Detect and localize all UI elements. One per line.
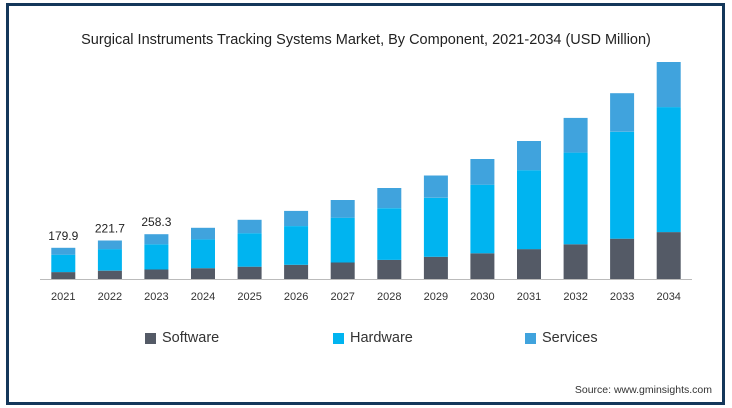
bar-services-2030 [470, 159, 495, 185]
legend-item-software: Software [145, 330, 219, 346]
bar-hardware-2028 [377, 208, 402, 260]
data-label-2023: 258.3 [141, 215, 171, 229]
bar-services-2025 [237, 219, 262, 234]
bar-software-2024 [191, 268, 215, 279]
bar-software-2027 [330, 262, 355, 279]
legend-item-hardware: Hardware [333, 330, 413, 346]
x-tick-label-2022: 2022 [98, 291, 122, 303]
x-tick-label-2033: 2033 [610, 291, 634, 303]
data-label-2021: 179.9 [48, 229, 78, 243]
bar-hardware-2033 [610, 131, 635, 239]
chart-legend: Software Hardware Services [0, 330, 732, 352]
bar-software-2033 [610, 238, 635, 279]
bar-software-2028 [377, 259, 402, 279]
bar-services-2029 [423, 175, 448, 198]
x-tick-label-2032: 2032 [563, 291, 587, 303]
bar-services-2033 [610, 93, 635, 132]
legend-swatch-hardware [333, 332, 344, 344]
bar-software-2032 [563, 244, 588, 279]
bar-hardware-2025 [237, 233, 262, 267]
bar-services-2031 [517, 141, 541, 171]
bar-software-2022 [97, 270, 122, 279]
legend-label-services: Services [542, 330, 598, 346]
bar-hardware-2021 [51, 254, 76, 273]
legend-item-services: Services [525, 330, 598, 346]
bar-software-2030 [470, 253, 495, 279]
legend-label-software: Software [162, 330, 220, 346]
bar-software-2034 [656, 232, 681, 279]
bar-hardware-2031 [517, 170, 541, 250]
source-note: Source: www.gminsights.com [574, 384, 712, 396]
bar-software-2025 [237, 266, 262, 279]
x-tick-label-2023: 2023 [144, 291, 168, 303]
chart-frame [6, 3, 725, 405]
x-tick-label-2021: 2021 [51, 291, 75, 303]
bar-services-2026 [284, 210, 309, 226]
x-tick-label-2028: 2028 [377, 291, 401, 303]
legend-label-hardware: Hardware [350, 330, 413, 346]
bar-software-2021 [51, 272, 76, 279]
bar-software-2031 [517, 249, 541, 279]
x-tick-label-2024: 2024 [191, 291, 215, 303]
bar-services-2022 [97, 240, 122, 250]
data-label-2022: 221.7 [95, 222, 125, 236]
bar-software-2023 [144, 269, 169, 279]
bar-hardware-2023 [144, 244, 169, 270]
bar-hardware-2030 [470, 184, 495, 254]
x-tick-label-2030: 2030 [470, 291, 494, 303]
legend-swatch-services [525, 332, 536, 344]
chart-title: Surgical Instruments Tracking Systems Ma… [81, 32, 651, 48]
bar-hardware-2029 [423, 197, 448, 257]
bar-hardware-2034 [656, 107, 681, 233]
bar-hardware-2027 [330, 217, 355, 263]
x-tick-label-2026: 2026 [284, 291, 308, 303]
bar-hardware-2032 [563, 152, 588, 245]
bar-software-2029 [423, 256, 448, 279]
bar-services-2032 [563, 117, 588, 153]
bar-services-2028 [377, 188, 402, 209]
bar-software-2026 [284, 264, 309, 279]
bar-services-2021 [51, 247, 76, 255]
x-tick-label-2029: 2029 [424, 291, 448, 303]
bar-hardware-2024 [191, 239, 215, 269]
x-tick-label-2034: 2034 [656, 291, 680, 303]
legend-swatch-software [145, 332, 156, 344]
x-tick-label-2027: 2027 [330, 291, 354, 303]
bar-hardware-2022 [97, 249, 122, 271]
bar-services-2034 [656, 62, 681, 108]
x-tick-label-2025: 2025 [237, 291, 261, 303]
x-tick-label-2031: 2031 [517, 291, 541, 303]
bar-services-2027 [330, 200, 355, 218]
bar-services-2024 [191, 227, 215, 240]
bar-hardware-2026 [284, 226, 309, 265]
bar-services-2023 [144, 234, 169, 245]
